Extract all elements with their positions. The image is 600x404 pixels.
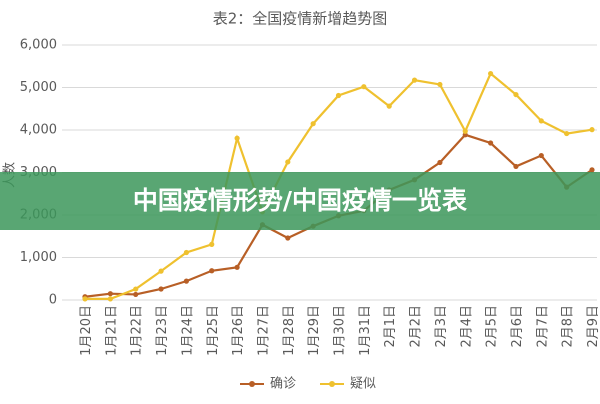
data-point xyxy=(285,159,291,165)
data-point xyxy=(589,127,595,133)
data-point xyxy=(361,84,367,90)
x-tick-label: 1月28日 xyxy=(282,305,297,356)
data-point xyxy=(234,264,240,270)
x-tick-label: 1月23日 xyxy=(155,305,170,356)
data-point xyxy=(538,152,544,159)
legend-label: 疑似 xyxy=(350,376,376,392)
y-tick-label: 4,000 xyxy=(20,123,57,138)
x-tick-label: 2月6日 xyxy=(510,305,525,348)
data-point xyxy=(589,167,595,173)
data-point xyxy=(183,278,189,284)
x-tick-label: 1月24日 xyxy=(180,305,195,356)
x-tick-label: 1月31日 xyxy=(358,305,373,356)
data-point xyxy=(234,135,240,141)
data-point xyxy=(209,268,215,274)
x-tick-label: 1月21日 xyxy=(104,305,119,356)
data-point xyxy=(462,132,468,138)
data-point xyxy=(107,296,113,302)
data-point xyxy=(513,163,519,170)
y-tick-label: 5,000 xyxy=(20,80,57,95)
data-point xyxy=(437,159,443,166)
data-point xyxy=(107,291,113,297)
x-tick-label: 1月27日 xyxy=(256,305,271,356)
x-tick-label: 2月4日 xyxy=(459,305,474,348)
x-tick-label: 1月22日 xyxy=(130,305,145,356)
data-point xyxy=(488,70,494,77)
data-point xyxy=(133,291,139,298)
data-point xyxy=(462,128,468,134)
banner xyxy=(0,172,600,230)
x-tick-label: 2月3日 xyxy=(434,305,449,348)
x-tick-label: 2月9日 xyxy=(586,305,600,348)
legend-marker xyxy=(249,381,255,387)
data-point xyxy=(513,91,519,98)
x-tick-label: 1月29日 xyxy=(307,305,322,356)
data-point xyxy=(386,103,392,109)
x-tick-label: 1月30日 xyxy=(333,305,348,356)
data-point xyxy=(133,286,139,292)
x-tick-label: 2月5日 xyxy=(485,305,500,348)
data-point xyxy=(209,241,215,247)
data-point xyxy=(310,121,316,127)
x-tick-label: 1月25日 xyxy=(206,305,221,356)
data-point xyxy=(538,118,544,124)
x-tick-label: 1月20日 xyxy=(79,305,94,356)
legend-marker xyxy=(329,381,335,387)
x-tick-label: 2月7日 xyxy=(535,305,550,348)
data-point xyxy=(82,296,88,302)
data-point xyxy=(564,130,570,137)
chart-title: 表2：全国疫情新增趋势图 xyxy=(213,10,388,28)
data-point xyxy=(411,77,418,83)
legend-label: 确诊 xyxy=(270,377,296,392)
data-point xyxy=(285,235,291,241)
y-tick-label: 6,000 xyxy=(20,38,57,53)
y-tick-label: 1,000 xyxy=(20,250,57,265)
x-tick-label: 2月8日 xyxy=(561,305,576,348)
banner-text: 中国疫情形势/中国疫情一览表 xyxy=(132,186,468,215)
data-point xyxy=(335,92,342,99)
data-point xyxy=(158,286,164,292)
data-point xyxy=(488,140,494,146)
data-point xyxy=(183,249,189,256)
x-tick-label: 2月1日 xyxy=(383,305,398,348)
x-tick-label: 1月26日 xyxy=(231,305,246,356)
y-tick-label: 0 xyxy=(49,293,57,308)
x-tick-label: 2月2日 xyxy=(409,305,424,348)
data-point xyxy=(437,81,443,88)
data-point xyxy=(158,268,164,274)
